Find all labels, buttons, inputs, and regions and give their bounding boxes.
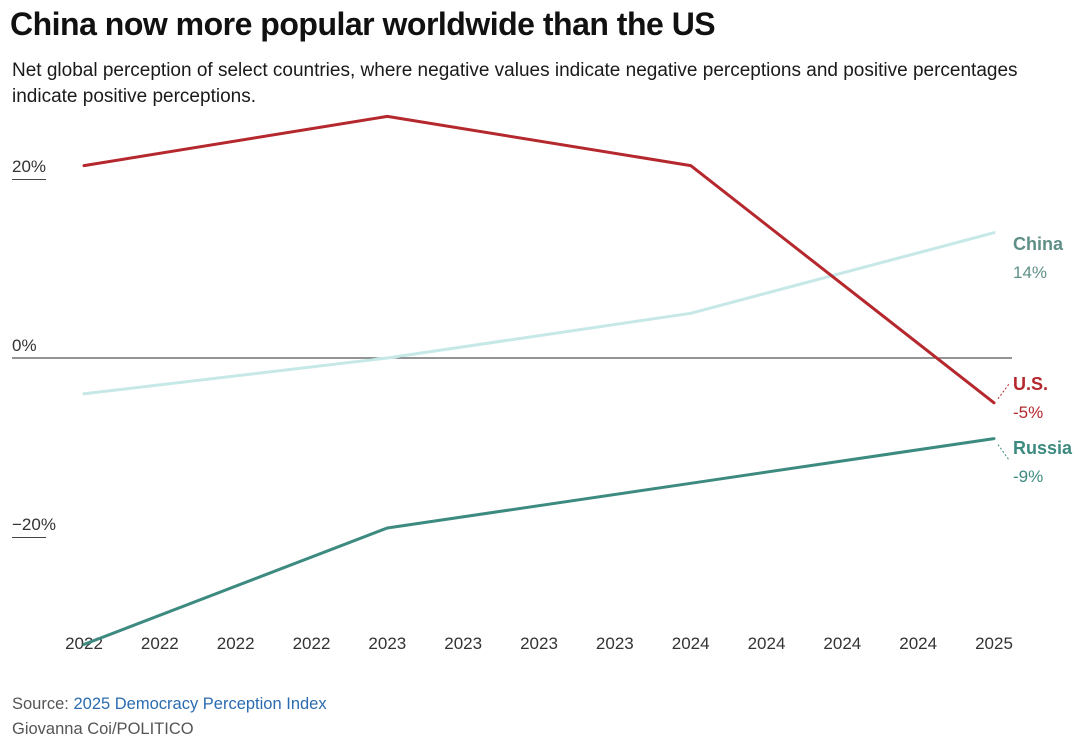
source-link[interactable]: 2025 Democracy Perception Index bbox=[73, 695, 327, 713]
series-label-us: U.S. bbox=[1013, 374, 1048, 394]
series-label-china: China bbox=[1013, 234, 1064, 254]
series-line-us bbox=[82, 114, 996, 405]
chart-title: China now more popular worldwide than th… bbox=[10, 6, 716, 42]
series-value-label-china: 14% bbox=[1013, 263, 1047, 282]
y-tick-label: 20% bbox=[12, 157, 46, 176]
series-label-russia: Russia bbox=[1013, 438, 1073, 458]
y-tick-label: −20% bbox=[12, 515, 56, 534]
series-line-russia bbox=[82, 437, 996, 646]
x-tick-label: 2025 bbox=[975, 634, 1013, 653]
x-tick-label: 2023 bbox=[368, 634, 406, 653]
x-tick-label: 2022 bbox=[141, 634, 179, 653]
series-line-china bbox=[82, 231, 996, 396]
x-tick-label: 2022 bbox=[217, 634, 255, 653]
credit-line: Giovanna Coi/POLITICO bbox=[12, 720, 194, 738]
chart-subtitle: Net global perception of select countrie… bbox=[12, 60, 1018, 107]
x-tick-label: 2022 bbox=[293, 634, 331, 653]
x-tick-label: 2024 bbox=[672, 634, 710, 653]
series-value-label-us: -5% bbox=[1013, 403, 1043, 422]
x-tick-label: 2024 bbox=[823, 634, 861, 653]
x-tick-label: 2024 bbox=[899, 634, 937, 653]
series-value-label-russia: -9% bbox=[1013, 467, 1043, 486]
series-label-leader-russia bbox=[997, 444, 1010, 461]
x-tick-label: 2023 bbox=[520, 634, 558, 653]
x-tick-label: 2023 bbox=[444, 634, 482, 653]
y-tick-label: 0% bbox=[12, 336, 37, 355]
source-line: Source: 2025 Democracy Perception Index bbox=[12, 695, 327, 714]
source-label: Source: bbox=[12, 695, 69, 713]
x-tick-label: 2024 bbox=[748, 634, 786, 653]
series-label-leader-us bbox=[997, 383, 1010, 400]
x-tick-label: 2023 bbox=[596, 634, 634, 653]
